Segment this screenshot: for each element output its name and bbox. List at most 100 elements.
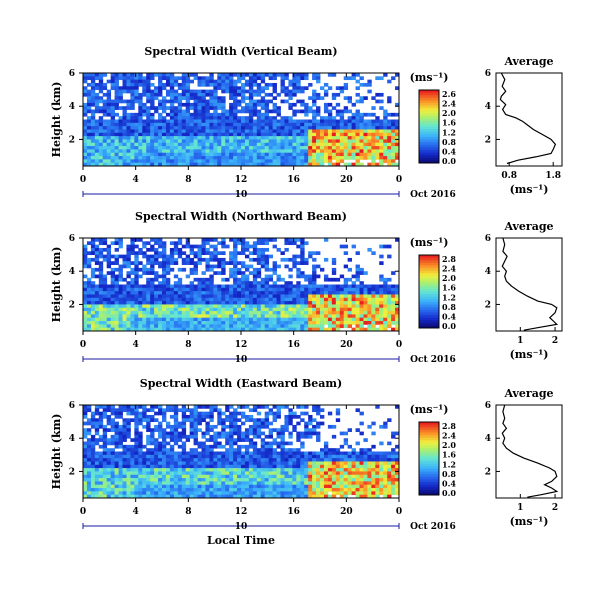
heatmap-cell (284, 119, 289, 124)
heatmap-cell (237, 126, 242, 130)
heatmap-cell (221, 287, 226, 292)
heatmap-cell (308, 287, 313, 292)
heatmap-cell (193, 297, 198, 302)
heatmap-cell (94, 73, 100, 77)
heatmap-cell (193, 324, 198, 329)
heatmap-cell (181, 444, 187, 449)
heatmap-cell (110, 408, 115, 413)
heatmap-cell (213, 136, 218, 140)
heatmap-cell (276, 454, 281, 459)
heatmap-cell (189, 291, 194, 295)
heatmap-cell (343, 244, 349, 249)
heatmap-cell (331, 307, 337, 312)
heatmap-cell (331, 478, 337, 482)
heatmap-cell (185, 291, 191, 295)
heatmap-cell (292, 146, 297, 150)
heatmap-cell (363, 129, 368, 134)
heatmap-cell (173, 96, 179, 100)
heatmap-cell (193, 418, 198, 423)
heatmap-cell (154, 454, 159, 459)
colorbar-swatch (419, 152, 439, 156)
heatmap-cell (83, 287, 88, 292)
heatmap-cell (102, 438, 108, 442)
heatmap-cell (209, 274, 214, 279)
heatmap-cell (98, 444, 104, 449)
heatmap-cell (260, 441, 266, 446)
heatmap-cell (122, 152, 127, 157)
heatmap-cell (122, 89, 127, 94)
heatmap-cell (316, 301, 321, 305)
colorbar-swatch (419, 294, 439, 298)
heatmap-cell (138, 311, 143, 315)
heatmap-cell (375, 471, 380, 476)
heatmap-cell (205, 136, 210, 140)
heatmap-cell (379, 152, 384, 157)
heatmap-cell (323, 294, 329, 299)
heatmap-cell (118, 139, 123, 144)
heatmap-cell (110, 102, 115, 107)
heatmap-cell (102, 112, 108, 117)
heatmap-cell (237, 478, 242, 482)
heatmap-cell (189, 247, 194, 252)
heatmap-cell (241, 414, 246, 419)
heatmap-cell (106, 142, 112, 147)
heatmap-cell (83, 156, 88, 160)
heatmap-cell (86, 481, 92, 486)
heatmap-cell (327, 284, 333, 289)
heatmap-cells (83, 238, 400, 332)
heatmap-cell (177, 112, 183, 117)
heatmap-cell (320, 304, 325, 309)
heatmap-cell (292, 92, 297, 97)
heatmap-cell (177, 461, 183, 466)
heatmap-cell (146, 149, 151, 154)
heatmap-cell (177, 251, 183, 256)
heatmap-cell (292, 257, 297, 262)
heatmap-cell (276, 304, 281, 309)
heatmap-cell (288, 414, 293, 419)
heatmap-cell (189, 79, 194, 84)
heatmap-cell (292, 287, 297, 292)
heatmap-cell (181, 304, 187, 309)
heatmap-cell (272, 271, 277, 275)
heatmap-cell (355, 99, 360, 104)
heatmap-cell (343, 294, 349, 299)
heatmap-cell (221, 109, 226, 114)
heatmap-cell (233, 451, 238, 456)
heatmap-cell (371, 96, 376, 100)
heatmap-cell (83, 257, 88, 262)
heatmap-cell (237, 307, 242, 312)
heatmap-cell (355, 311, 360, 315)
heatmap-cell (288, 468, 293, 472)
heatmap-cell (169, 321, 175, 325)
heatmap-cell (268, 428, 273, 432)
heatmap-cell (169, 434, 175, 439)
heatmap-cell (154, 142, 159, 147)
heatmap-cell (241, 274, 246, 279)
heatmap-cell (300, 461, 305, 466)
heatmap-cell (126, 264, 131, 269)
heatmap-cell (193, 408, 198, 413)
heatmap-cell (339, 139, 345, 144)
heatmap-cell (189, 251, 194, 256)
heatmap-cell (126, 317, 131, 322)
heatmap-cell (225, 109, 230, 114)
heatmap-cell (217, 317, 222, 322)
heatmap-cell (154, 146, 159, 150)
heatmap-cell (134, 142, 139, 147)
heatmap-cell (185, 418, 191, 423)
heatmap-cell (292, 321, 297, 325)
heatmap-cell (94, 438, 100, 442)
heatmap-cell (375, 294, 380, 299)
heatmap-cell (130, 314, 135, 319)
heatmap-cell (359, 464, 364, 469)
heatmap-cell (343, 281, 349, 285)
heatmap-cell (320, 159, 325, 164)
heatmap-cell (142, 126, 147, 130)
heatmap-cell (106, 99, 112, 104)
heatmap-cell (197, 291, 202, 295)
panel-3: Spectral Width (Eastward Beam)642Height … (50, 377, 563, 547)
heatmap-cell (241, 464, 246, 469)
heatmap-cell (142, 149, 147, 154)
heatmap-cell (118, 122, 123, 127)
heatmap-cell (276, 321, 281, 325)
